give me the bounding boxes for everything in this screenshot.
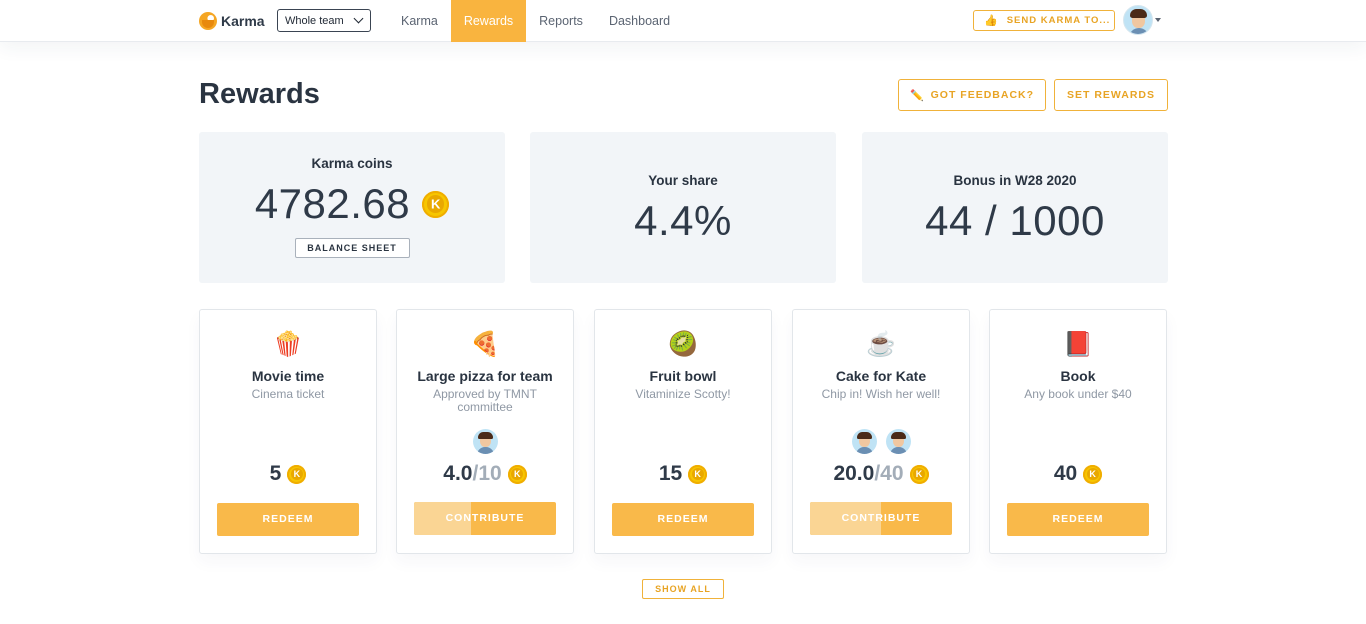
chevron-down-icon — [353, 13, 364, 24]
reward-description: Approved by TMNT committee — [433, 387, 537, 414]
set-rewards-button[interactable]: SET REWARDS — [1054, 79, 1168, 111]
nav-item-rewards[interactable]: Rewards — [450, 0, 527, 42]
team-select-dropdown[interactable]: Whole team — [277, 9, 371, 32]
reward-price-value: 20.0 — [833, 462, 875, 485]
reward-action-label: CONTRIBUTE — [841, 512, 921, 524]
contributor-avatar[interactable] — [885, 429, 911, 454]
reward-description: Cinema ticket — [251, 387, 325, 401]
reward-price-value: 15 — [658, 462, 683, 485]
reward-action-label: REDEEM — [1052, 513, 1104, 525]
redeem-button[interactable]: REDEEM — [612, 503, 754, 536]
karma-logo-icon — [199, 12, 217, 30]
user-menu[interactable] — [1123, 5, 1163, 37]
reward-card: 🍿 Movie time Cinema ticket 5 K REDEEM — [199, 309, 377, 554]
reward-card: 🍕 Large pizza for team Approved by TMNT co… — [396, 309, 574, 554]
karma-coins-value: 4782.68 — [254, 180, 411, 227]
coffee-icon: ☕ — [866, 331, 896, 358]
karma-coin-icon: K — [287, 464, 307, 484]
karma-coins-label: Karma coins — [311, 156, 393, 171]
page-title: Rewards — [199, 78, 320, 110]
reward-price: 15 K — [595, 462, 771, 486]
reward-description: Vitaminize Scotty! — [635, 387, 731, 401]
contribution-progress-fill — [810, 502, 881, 535]
pencil-icon: ✏️ — [909, 89, 925, 102]
contributors-list — [793, 429, 969, 454]
balance-sheet-button[interactable]: BALANCE SHEET — [294, 238, 410, 258]
reward-card: ☕ Cake for Kate Chip in! Wish her well! 20.… — [792, 309, 970, 554]
avatar — [1123, 5, 1153, 35]
redeem-button[interactable]: REDEEM — [217, 503, 359, 536]
got-feedback-button[interactable]: ✏️ GOT FEEDBACK? — [898, 79, 1046, 111]
book-icon: 📕 — [1063, 331, 1093, 358]
show-all-button[interactable]: SHOW ALL — [642, 579, 724, 599]
reward-price: 40 K — [990, 462, 1166, 486]
reward-name: Book — [1060, 368, 1096, 384]
reward-action-label: REDEEM — [657, 513, 709, 525]
reward-name: Large pizza for team — [417, 368, 553, 384]
karma-coin-icon: K — [1083, 464, 1103, 484]
reward-price: 4.0/10 K — [397, 462, 573, 486]
your-share-value: 4.4% — [634, 197, 732, 244]
karma-coin-icon: K — [422, 190, 450, 218]
caret-down-icon — [1155, 18, 1161, 22]
reward-card: 🥝 Fruit bowl Vitaminize Scotty! 15 K REDEEM — [594, 309, 772, 554]
your-share-card: Your share 4.4% — [530, 132, 836, 283]
bonus-label: Bonus in W28 2020 — [953, 173, 1077, 188]
reward-goal-value: /40 — [874, 462, 904, 485]
popcorn-icon: 🍿 — [273, 331, 303, 358]
pizza-icon: 🍕 — [470, 331, 500, 358]
kiwi-icon: 🥝 — [668, 331, 698, 358]
karma-coin-icon: K — [507, 464, 527, 484]
main-nav: Karma Rewards Reports Dashboard — [388, 0, 683, 42]
team-select-value: Whole team — [285, 14, 344, 27]
set-rewards-label: SET REWARDS — [1066, 89, 1155, 101]
reward-name: Fruit bowl — [649, 368, 717, 384]
bonus-value: 44 / 1000 — [925, 197, 1105, 244]
nav-item-dashboard[interactable]: Dashboard — [608, 14, 671, 28]
karma-coin-icon: K — [688, 464, 708, 484]
got-feedback-label: GOT FEEDBACK? — [930, 89, 1035, 101]
contribute-button[interactable]: CONTRIBUTE — [810, 502, 952, 535]
contribution-progress-fill — [414, 502, 471, 535]
logo-text: Karma — [221, 13, 265, 29]
send-karma-button[interactable]: 👍 SEND KARMA TO... — [973, 10, 1115, 31]
contributor-avatar[interactable] — [851, 429, 877, 454]
karma-coin-icon: K — [909, 464, 929, 484]
karma-logo[interactable]: Karma — [199, 11, 265, 31]
reward-card: 📕 Book Any book under $40 40 K REDEEM — [989, 309, 1167, 554]
redeem-button[interactable]: REDEEM — [1007, 503, 1149, 536]
nav-item-karma[interactable]: Karma — [401, 14, 438, 28]
reward-action-label: CONTRIBUTE — [445, 512, 525, 524]
reward-name: Cake for Kate — [835, 368, 927, 384]
reward-goal-value: /10 — [472, 462, 502, 485]
reward-price-value: 4.0 — [443, 462, 473, 485]
contributors-list — [397, 429, 573, 454]
bonus-card: Bonus in W28 2020 44 / 1000 — [862, 132, 1168, 283]
contribute-button[interactable]: CONTRIBUTE — [414, 502, 556, 535]
reward-action-label: REDEEM — [262, 513, 314, 525]
reward-price-value: 5 — [269, 462, 282, 485]
top-navigation-bar: Karma Whole team Karma Rewards Reports D… — [0, 0, 1366, 42]
send-karma-label: SEND KARMA TO... — [1006, 15, 1111, 26]
karma-coins-card: Karma coins 4782.68 K BALANCE SHEET — [199, 132, 505, 283]
your-share-label: Your share — [648, 173, 718, 188]
thumbs-up-icon: 👍 — [984, 15, 999, 27]
reward-price: 20.0/40 K — [793, 462, 969, 486]
reward-name: Movie time — [251, 368, 325, 384]
contributor-avatar[interactable] — [472, 429, 498, 454]
reward-description: Chip in! Wish her well! — [821, 387, 941, 401]
reward-price-value: 40 — [1053, 462, 1078, 485]
nav-item-reports[interactable]: Reports — [539, 14, 583, 28]
reward-description: Any book under $40 — [1024, 387, 1132, 401]
